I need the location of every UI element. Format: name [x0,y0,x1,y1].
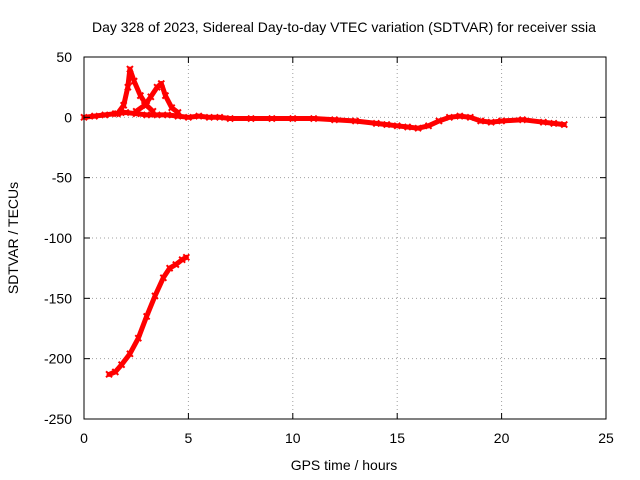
data-point [195,112,203,120]
data-point [130,77,138,85]
data-point [140,101,149,109]
data-point [216,113,224,122]
axis-ticks: 0 5 10 15 20 25 -250 -200 -150 -100 -50 0 50 [44,49,614,446]
data-point [165,264,174,272]
data-point [147,93,155,101]
data-point [167,103,176,112]
data-point [163,111,172,119]
data-point [560,120,568,129]
data-point [174,108,182,117]
y-tick-label: -100 [44,230,72,246]
plot-series [80,65,568,379]
x-axis-label: GPS time / hours [291,457,398,473]
data-point [126,65,134,73]
y-tick-label: -200 [44,351,72,367]
data-point [539,118,548,126]
data-point [330,116,339,124]
data-point [372,119,381,128]
data-point [119,101,128,109]
data-point [124,83,132,91]
data-point [383,120,391,129]
data-point [113,110,122,118]
data-point [351,117,360,125]
data-point [477,117,485,125]
y-tick-label: -50 [52,170,72,186]
x-tick-label: 5 [185,430,193,446]
data-point [518,116,527,124]
data-point [487,118,495,126]
y-tick-label: 50 [56,49,72,65]
data-point [205,113,213,122]
data-point [247,114,255,123]
x-tick-label: 10 [285,430,301,446]
data-point [435,117,443,125]
data-point [424,122,433,130]
data-point [161,91,170,100]
data-point [159,274,168,282]
y-tick-label: 0 [64,109,72,125]
data-point [122,108,130,117]
data-point [466,113,474,122]
data-point [151,292,159,300]
data-point [393,122,401,130]
data-point [178,256,186,264]
data-point [414,124,422,132]
data-point [132,107,140,116]
data-point [445,113,454,122]
data-point [289,114,297,123]
data-point [184,113,193,122]
data-point [134,334,142,342]
data-point [142,312,151,321]
data-point [403,123,412,131]
x-tick-label: 20 [494,430,510,446]
data-point [268,114,276,123]
data-point [550,119,558,128]
data-point [157,79,165,88]
data-point [497,117,506,125]
y-tick-label: -150 [44,290,72,306]
data-point [309,114,318,123]
data-point [90,112,99,120]
data-point [172,260,180,269]
y-tick-label: -250 [44,411,72,427]
data-point [126,350,134,358]
y-axis-label: SDTVAR / TECUs [5,182,21,294]
data-point [117,360,126,369]
data-point [149,107,157,116]
data-point [111,368,120,376]
chart-title: Day 328 of 2023, Sidereal Day-to-day VTE… [92,19,596,35]
data-point [182,253,191,262]
data-point [101,111,109,119]
x-tick-label: 15 [389,430,405,446]
data-point [142,111,151,119]
data-point [456,112,464,120]
data-point [226,114,234,123]
x-tick-label: 0 [80,430,88,446]
x-tick-label: 25 [598,430,614,446]
data-point [136,91,145,100]
data-point [105,370,113,379]
